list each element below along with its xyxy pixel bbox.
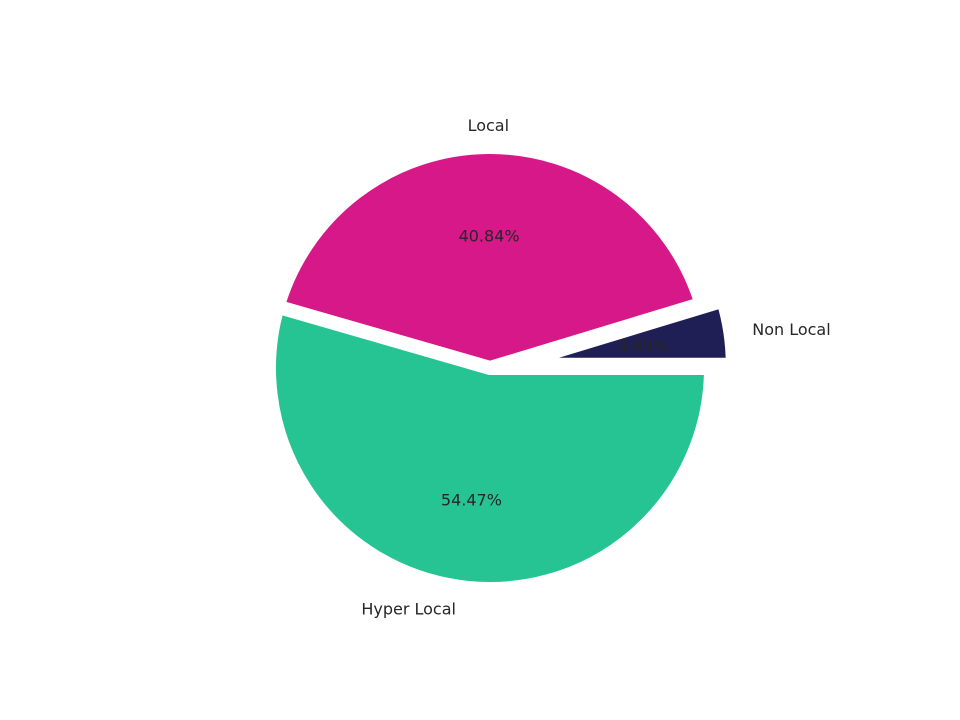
category-label: Hyper Local — [361, 600, 456, 619]
category-label: Local — [468, 116, 509, 135]
pct-label: 54.47% — [441, 490, 502, 509]
pie-slice-local — [268, 140, 711, 376]
pie-slice-hyper-local — [262, 298, 719, 596]
category-label: Non Local — [752, 320, 830, 339]
pct-label: 4.69% — [618, 336, 669, 355]
pct-label: 40.84% — [459, 226, 520, 245]
